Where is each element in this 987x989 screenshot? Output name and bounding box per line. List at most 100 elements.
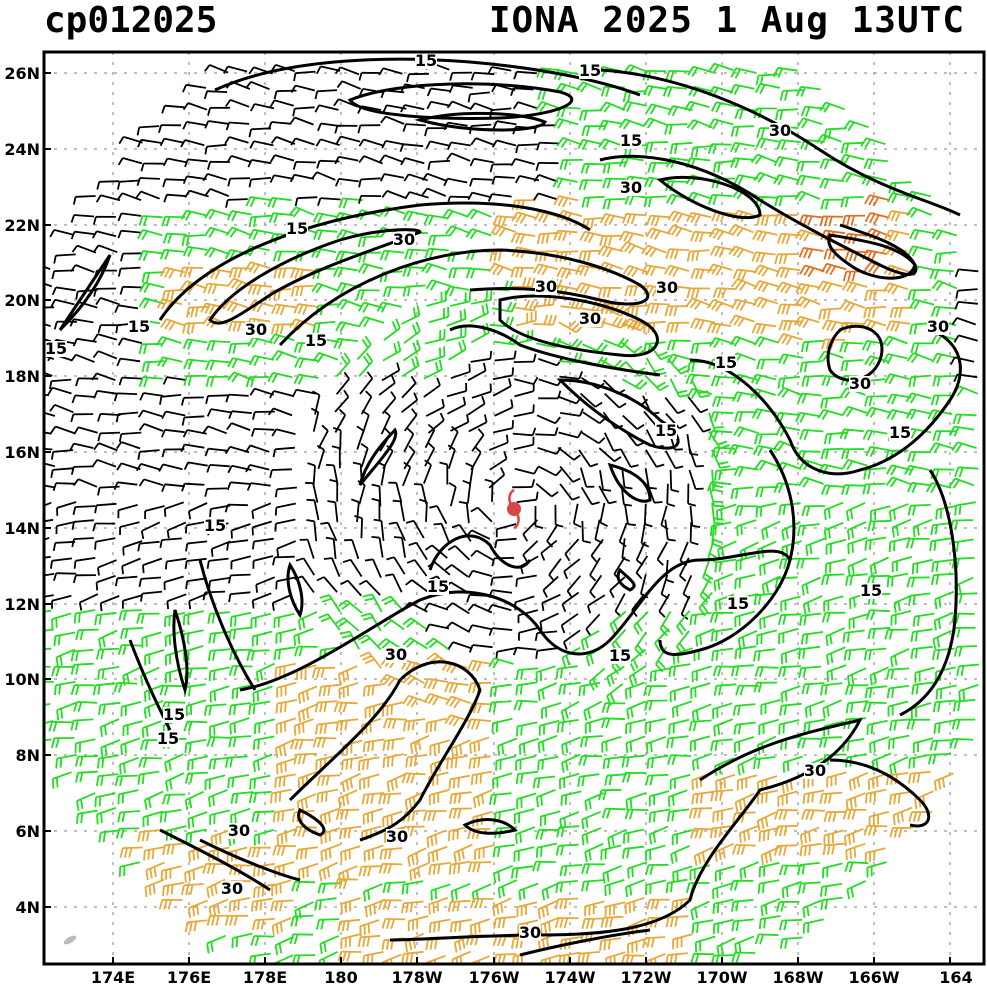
wind-barb bbox=[181, 415, 205, 426]
wind-barb bbox=[734, 792, 755, 813]
wind-barb bbox=[467, 569, 493, 578]
wind-barb bbox=[491, 175, 515, 185]
wind-barb bbox=[672, 933, 693, 950]
contour-value-label: 30 bbox=[386, 827, 408, 846]
wind-barb bbox=[54, 680, 76, 696]
wind-barb bbox=[688, 807, 713, 819]
wind-barb bbox=[465, 267, 490, 279]
wind-barb bbox=[204, 487, 228, 497]
wind-barb bbox=[513, 353, 537, 363]
wind-barb bbox=[609, 610, 627, 634]
wind-barb bbox=[249, 140, 274, 149]
wind-barb bbox=[558, 430, 583, 439]
wind-barb bbox=[665, 248, 690, 260]
wind-barb bbox=[847, 537, 868, 555]
wind-barb bbox=[734, 935, 755, 955]
wind-barb bbox=[325, 536, 337, 559]
wind-barb bbox=[184, 520, 207, 534]
wind-barb bbox=[737, 629, 758, 649]
wind-barb bbox=[364, 558, 382, 578]
wind-barb bbox=[840, 196, 864, 208]
wind-barb bbox=[546, 523, 559, 548]
wind-barb bbox=[685, 297, 712, 311]
wind-barb bbox=[252, 735, 275, 751]
wind-barb bbox=[686, 287, 711, 299]
wind-barb bbox=[52, 482, 77, 491]
contour-label-bg bbox=[769, 123, 791, 139]
wind-barb bbox=[379, 847, 403, 860]
wind-barb bbox=[314, 700, 338, 713]
wind-barb bbox=[710, 375, 735, 387]
wind-barb bbox=[489, 163, 513, 173]
wind-barb bbox=[138, 757, 163, 768]
wind-barb bbox=[906, 206, 932, 218]
wind-barb bbox=[954, 301, 979, 310]
isotach-contour bbox=[208, 228, 422, 325]
wind-barb bbox=[515, 681, 538, 696]
wind-barb bbox=[733, 465, 759, 477]
wind-barb bbox=[781, 521, 801, 541]
wind-barb bbox=[554, 917, 579, 928]
wind-barb bbox=[801, 682, 825, 695]
wind-barb bbox=[138, 423, 164, 432]
wind-barb bbox=[584, 842, 604, 862]
wind-barb bbox=[707, 143, 732, 155]
wind-barb bbox=[648, 790, 670, 807]
wind-barb bbox=[552, 177, 578, 189]
isotach-contour bbox=[128, 639, 172, 731]
wind-barb bbox=[820, 883, 843, 897]
wind-barb bbox=[517, 609, 539, 624]
wind-barb bbox=[117, 644, 142, 655]
wind-barb bbox=[731, 298, 757, 312]
contour-label-bg bbox=[727, 596, 749, 612]
wind-barb bbox=[581, 520, 592, 544]
wind-barb bbox=[421, 172, 447, 182]
wind-barb bbox=[889, 826, 913, 838]
wind-barb bbox=[581, 431, 606, 445]
wind-barb bbox=[823, 810, 847, 823]
wind-barb bbox=[357, 756, 380, 771]
wind-barb bbox=[929, 537, 952, 552]
wind-barb bbox=[423, 459, 432, 484]
lon-tick-label: 166W bbox=[848, 968, 899, 987]
wind-barb bbox=[379, 249, 405, 261]
wind-barb bbox=[142, 810, 163, 828]
wind-barb bbox=[427, 159, 450, 170]
wind-barb bbox=[755, 502, 777, 518]
wind-barb bbox=[933, 719, 956, 734]
wind-barb bbox=[297, 703, 318, 723]
wind-barb bbox=[515, 826, 536, 845]
wind-barb bbox=[932, 699, 956, 713]
lat-tick-label: 26N bbox=[4, 64, 40, 83]
wind-barb bbox=[429, 505, 448, 525]
wind-barb bbox=[95, 574, 116, 591]
wind-barb bbox=[932, 629, 952, 650]
wind-barb bbox=[204, 246, 230, 258]
wind-barb bbox=[730, 67, 756, 79]
wind-barb bbox=[513, 404, 535, 418]
wind-barb bbox=[555, 843, 579, 856]
wind-barb bbox=[73, 557, 96, 569]
wind-barb bbox=[182, 338, 208, 350]
wind-barb bbox=[536, 414, 562, 425]
wind-barb bbox=[158, 898, 183, 910]
wind-barb bbox=[911, 558, 933, 575]
wind-barb bbox=[777, 333, 803, 346]
wind-barb bbox=[207, 106, 231, 116]
wind-barb bbox=[664, 519, 676, 542]
wind-barb bbox=[203, 282, 228, 295]
wind-barb bbox=[316, 918, 340, 930]
wind-barb bbox=[248, 700, 271, 715]
wind-barb bbox=[206, 340, 231, 351]
wind-barb bbox=[537, 682, 558, 702]
wind-barb bbox=[819, 215, 844, 227]
wind-barb bbox=[448, 774, 471, 790]
wind-barb bbox=[162, 376, 187, 385]
wind-barb bbox=[424, 127, 448, 137]
wind-barb bbox=[118, 431, 142, 442]
wind-barb bbox=[249, 387, 274, 396]
wind-barb bbox=[424, 328, 446, 345]
wind-barb bbox=[255, 576, 276, 593]
wind-barb bbox=[954, 592, 978, 604]
